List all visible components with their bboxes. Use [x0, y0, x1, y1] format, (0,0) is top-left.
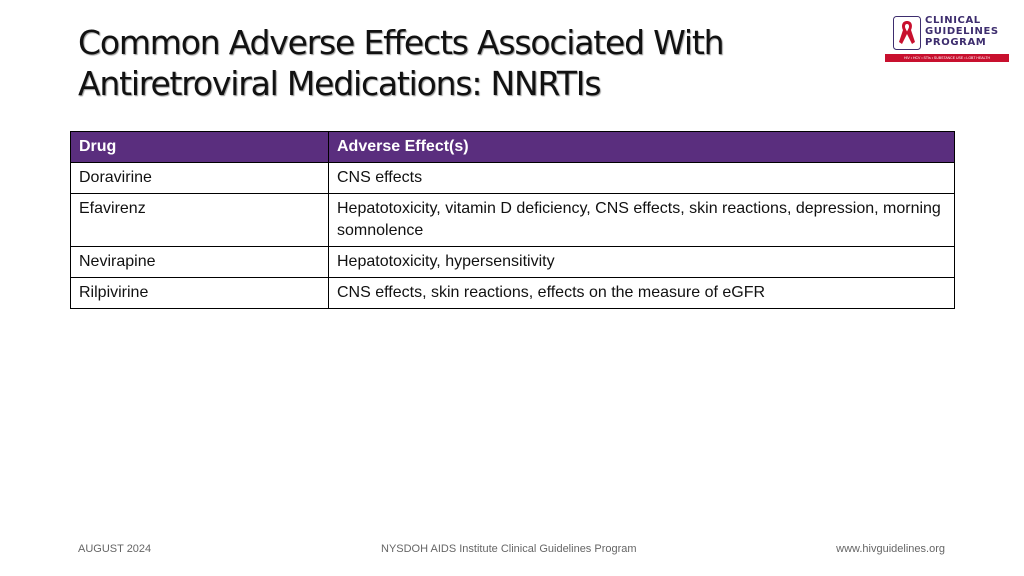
header-drug: Drug	[70, 131, 329, 163]
slide-title-line-1: Common Adverse Effects Associated With	[78, 23, 724, 62]
logo-line-3: PROGRAM	[925, 37, 987, 48]
table-row: Doravirine CNS effects	[70, 162, 955, 194]
table-row: Rilpivirine CNS effects, skin reactions,…	[70, 277, 955, 309]
logo-line-2: GUIDELINES	[925, 26, 999, 37]
drug-cell: Rilpivirine	[70, 277, 329, 309]
footer-organization: NYSDOH AIDS Institute Clinical Guideline…	[381, 543, 637, 555]
header-adverse-effects: Adverse Effect(s)	[328, 131, 955, 163]
drug-cell: Nevirapine	[70, 246, 329, 278]
table-header-row: Drug Adverse Effect(s)	[70, 131, 955, 163]
red-ribbon-icon	[893, 16, 921, 50]
slide-title-line-2: Antiretroviral Medications: NNRTIs	[78, 64, 602, 103]
footer-date: AUGUST 2024	[78, 543, 152, 555]
table-row: Efavirenz Hepatotoxicity, vitamin D defi…	[70, 193, 955, 247]
adverse-effects-cell: Hepatotoxicity, hypersensitivity	[328, 246, 955, 278]
adverse-effects-cell: CNS effects	[328, 162, 955, 194]
adverse-effects-cell: Hepatotoxicity, vitamin D deficiency, CN…	[328, 193, 955, 247]
logo-wordmark: CLINICAL GUIDELINES PROGRAM	[925, 15, 999, 48]
adverse-effects-table: Drug Adverse Effect(s) Doravirine CNS ef…	[70, 131, 955, 309]
footer-website-link[interactable]: www.hivguidelines.org	[836, 543, 945, 555]
drug-cell: Doravirine	[70, 162, 329, 194]
adverse-effects-cell: CNS effects, skin reactions, effects on …	[328, 277, 955, 309]
adverse-effects-table-container: Drug Adverse Effect(s) Doravirine CNS ef…	[70, 131, 955, 309]
logo-line-1: CLINICAL	[925, 15, 981, 26]
table-row: Nevirapine Hepatotoxicity, hypersensitiv…	[70, 246, 955, 278]
clinical-guidelines-program-logo: CLINICAL GUIDELINES PROGRAM HIV • HCV • …	[885, 14, 1009, 64]
slide-title: Common Adverse Effects Associated With A…	[78, 22, 858, 104]
logo-tagline-bar: HIV • HCV • STIs • SUBSTANCE USE • LGBT …	[885, 54, 1009, 62]
drug-cell: Efavirenz	[70, 193, 329, 247]
